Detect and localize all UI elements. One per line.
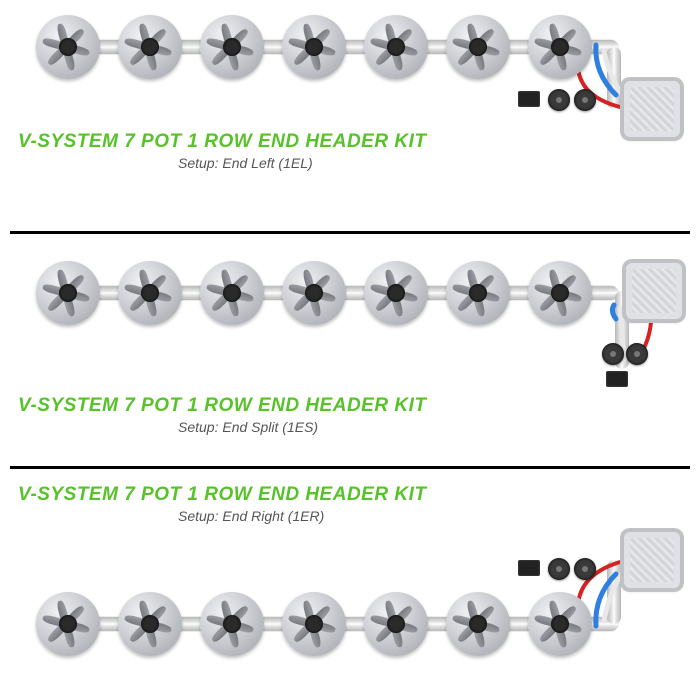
header-box bbox=[624, 532, 680, 588]
pot bbox=[282, 15, 346, 79]
pot bbox=[528, 261, 592, 325]
kit-subtitle: Setup: End Left (1EL) bbox=[18, 155, 682, 171]
pot bbox=[282, 592, 346, 656]
pot bbox=[364, 592, 428, 656]
pot bbox=[200, 15, 264, 79]
controller-chip bbox=[518, 560, 540, 576]
pot bbox=[118, 15, 182, 79]
diagram bbox=[18, 530, 682, 660]
pump bbox=[574, 89, 596, 111]
kit-subtitle: Setup: End Right (1ER) bbox=[18, 508, 682, 524]
section-er: V-SYSTEM 7 POT 1 ROW END HEADER KIT Setup… bbox=[0, 469, 700, 700]
kit-title: V-SYSTEM 7 POT 1 ROW END HEADER KIT bbox=[18, 484, 682, 506]
kit-subtitle: Setup: End Split (1ES) bbox=[18, 419, 682, 435]
header-box bbox=[626, 263, 682, 319]
diagram bbox=[18, 249, 682, 389]
pot bbox=[36, 15, 100, 79]
pot bbox=[528, 592, 592, 656]
pot bbox=[528, 15, 592, 79]
pot bbox=[446, 592, 510, 656]
section-el: V-SYSTEM 7 POT 1 ROW END HEADER KIT Setup… bbox=[0, 0, 700, 231]
controller-chip bbox=[606, 371, 628, 387]
section-es: V-SYSTEM 7 POT 1 ROW END HEADER KIT Setup… bbox=[0, 234, 700, 465]
pot bbox=[364, 15, 428, 79]
pot bbox=[364, 261, 428, 325]
controller-chip bbox=[518, 91, 540, 107]
pot bbox=[118, 592, 182, 656]
pot bbox=[200, 592, 264, 656]
pump bbox=[574, 558, 596, 580]
kit-title: V-SYSTEM 7 POT 1 ROW END HEADER KIT bbox=[18, 395, 682, 417]
pot bbox=[36, 261, 100, 325]
pump bbox=[548, 558, 570, 580]
pot bbox=[118, 261, 182, 325]
pot bbox=[446, 261, 510, 325]
pot bbox=[446, 15, 510, 79]
diagram bbox=[18, 15, 682, 125]
pump bbox=[548, 89, 570, 111]
kit-title: V-SYSTEM 7 POT 1 ROW END HEADER KIT bbox=[18, 131, 682, 153]
header-box bbox=[624, 81, 680, 137]
pot bbox=[200, 261, 264, 325]
pot bbox=[36, 592, 100, 656]
pot bbox=[282, 261, 346, 325]
